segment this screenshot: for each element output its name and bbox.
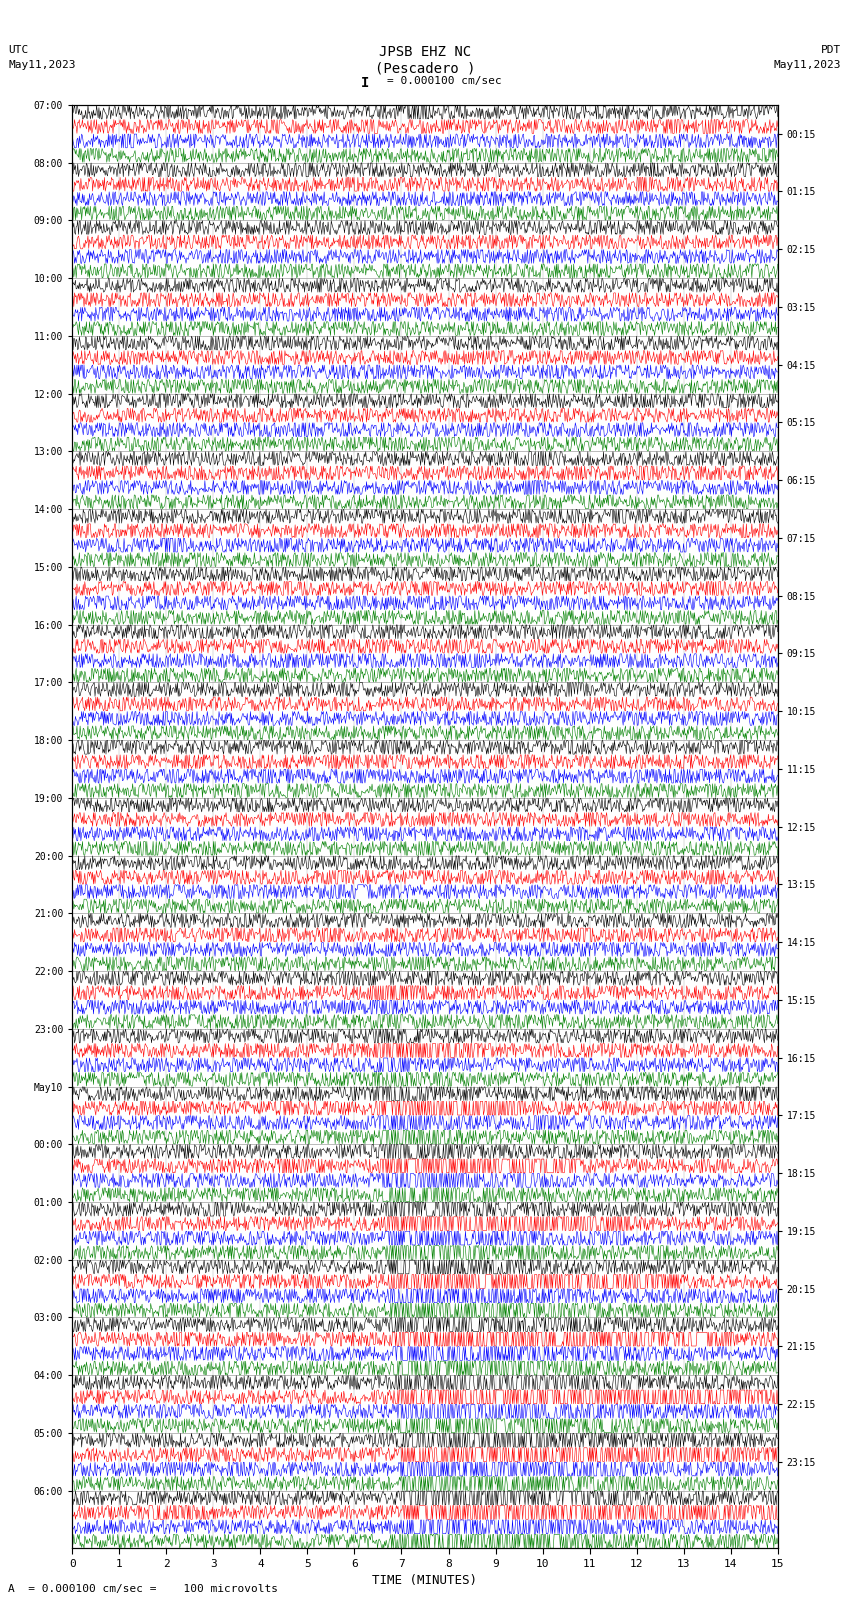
- X-axis label: TIME (MINUTES): TIME (MINUTES): [372, 1574, 478, 1587]
- Text: = 0.000100 cm/sec: = 0.000100 cm/sec: [387, 76, 501, 85]
- Text: May11,2023: May11,2023: [8, 60, 76, 69]
- Text: JPSB EHZ NC: JPSB EHZ NC: [379, 45, 471, 60]
- Text: May11,2023: May11,2023: [774, 60, 842, 69]
- Text: (Pescadero ): (Pescadero ): [375, 61, 475, 76]
- Text: UTC: UTC: [8, 45, 29, 55]
- Text: PDT: PDT: [821, 45, 842, 55]
- Text: I: I: [361, 76, 370, 90]
- Text: A  = 0.000100 cm/sec =    100 microvolts: A = 0.000100 cm/sec = 100 microvolts: [8, 1584, 279, 1594]
